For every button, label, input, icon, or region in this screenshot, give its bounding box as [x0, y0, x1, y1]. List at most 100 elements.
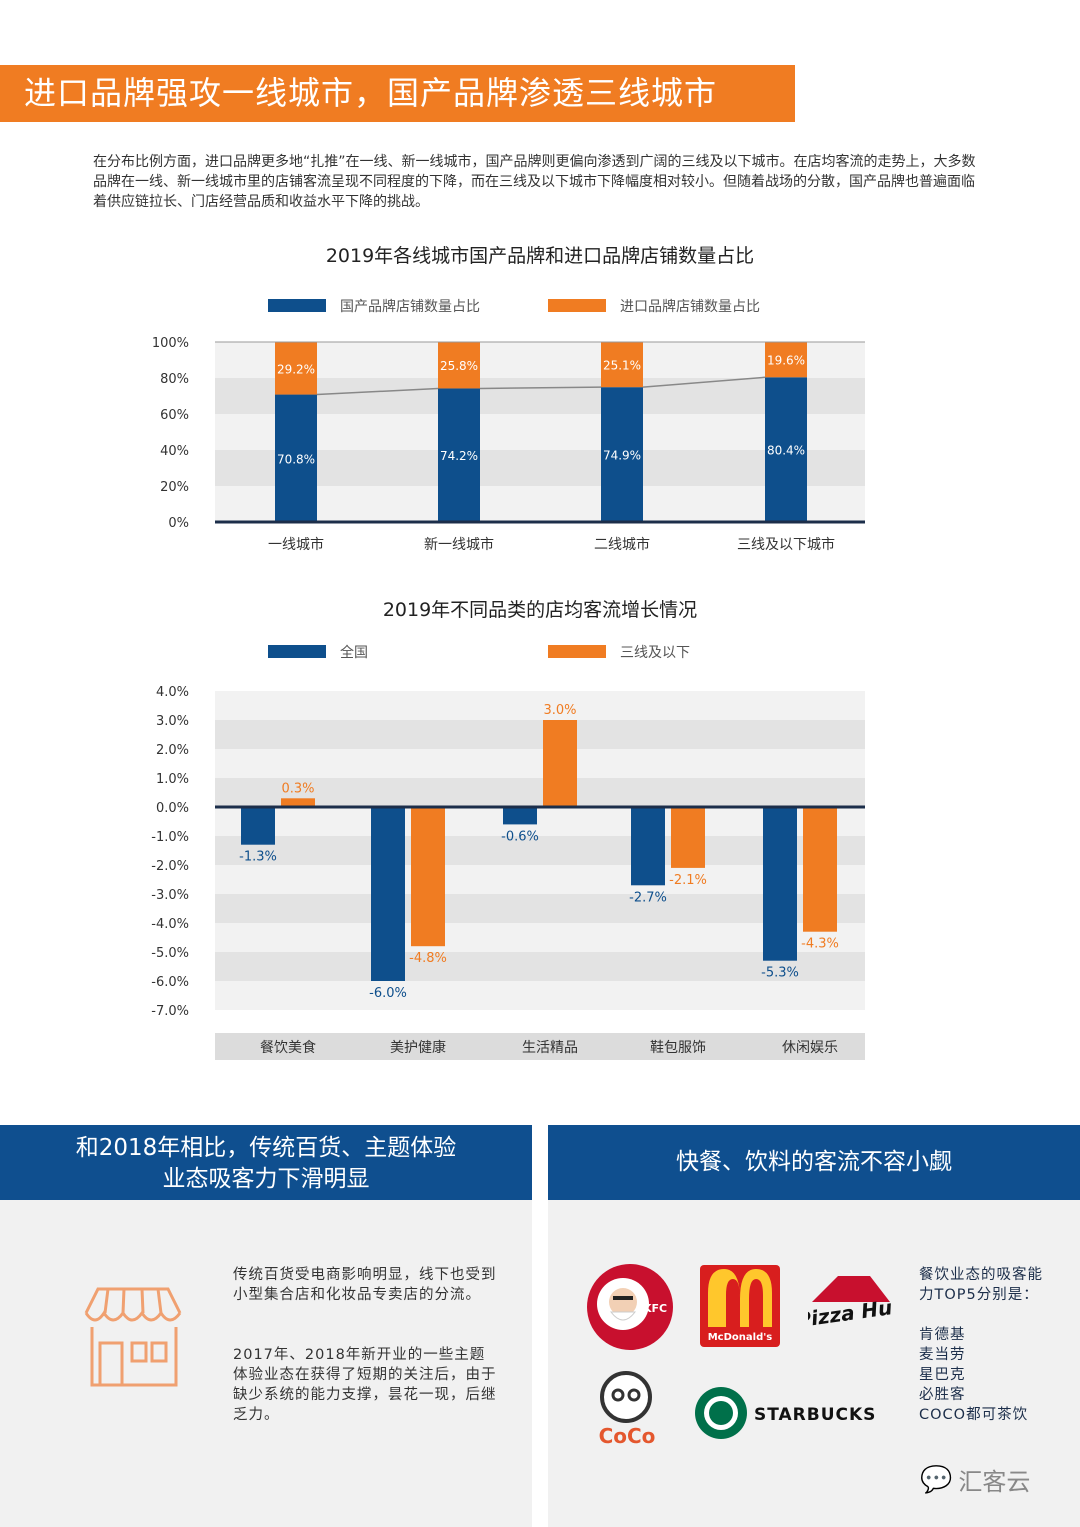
wechat-watermark: 💬 汇客云	[920, 1462, 1030, 1497]
grid-band	[215, 450, 865, 486]
x-category-label: 新一线城市	[424, 536, 494, 553]
grid-band	[215, 952, 865, 981]
data-label-import: 19.6%	[767, 354, 805, 368]
trend-line-segment	[642, 376, 766, 388]
x-category-label: 生活精品	[522, 1040, 578, 1056]
grid-band	[215, 894, 865, 923]
coco-logo-text: CoCo	[599, 1424, 656, 1447]
data-label-tier3: -4.3%	[801, 937, 839, 952]
chart1-legend-domestic: 国产品牌店铺数量占比	[340, 299, 480, 315]
bar-domestic	[601, 387, 643, 522]
grid-band	[215, 807, 865, 836]
chart1-legend-import: 进口品牌店铺数量占比	[620, 299, 760, 315]
grid-band	[215, 486, 865, 522]
chart2-legend-national: 全国	[340, 645, 368, 661]
y-tick-label: -6.0%	[151, 975, 189, 990]
mcdonalds-logo: McDonald's	[700, 1265, 780, 1347]
chart2-legend-swatch-national	[268, 645, 326, 658]
bar-national	[371, 807, 405, 981]
y-tick-label: 0.0%	[156, 801, 189, 816]
kfc-logo: KFC	[587, 1264, 673, 1350]
kfc-logo-text: KFC	[643, 1302, 667, 1315]
bar-import	[275, 342, 317, 395]
top5-item: 麦当劳	[919, 1347, 966, 1363]
data-label-domestic: 74.2%	[440, 449, 478, 463]
grid-band	[215, 981, 865, 1010]
y-tick-label: 40%	[160, 444, 189, 459]
bar-national	[241, 807, 275, 845]
x-category-label: 三线及以下城市	[737, 536, 835, 553]
grid-band	[215, 836, 865, 865]
data-label-national: -1.3%	[239, 850, 277, 865]
x-category-label: 二线城市	[594, 536, 650, 553]
data-label-national: -5.3%	[761, 966, 799, 981]
bar-national	[503, 807, 537, 825]
y-tick-label: 80%	[160, 372, 189, 387]
y-tick-label: 2.0%	[156, 743, 189, 758]
bar-national	[763, 807, 797, 961]
top5-item: COCO都可茶饮	[919, 1407, 1029, 1423]
top5-list: 肯德基 麦当劳 星巴克 必胜客 COCO都可茶饮	[919, 1325, 1028, 1425]
bar-national	[631, 807, 665, 886]
y-tick-label: -3.0%	[151, 888, 189, 903]
chart1-title: 2019年各线城市国产品牌和进口品牌店铺数量占比	[325, 245, 755, 267]
data-label-national: -2.7%	[629, 890, 667, 905]
y-tick-label: 3.0%	[156, 714, 189, 729]
bar-domestic	[765, 377, 807, 522]
data-label-tier3: -4.8%	[409, 951, 447, 966]
left-paragraph-1: 传统百货受电商影响明显，线下也受到小型集合店和化妆品专卖店的分流。	[233, 1267, 497, 1303]
data-label-national: -6.0%	[369, 986, 407, 1001]
grid-band	[215, 923, 865, 952]
trend-line-segment	[316, 387, 439, 396]
y-tick-label: 4.0%	[156, 685, 189, 700]
coco-logo: CoCo	[599, 1371, 656, 1447]
data-label-import: 29.2%	[277, 362, 315, 376]
top5-item: 肯德基	[919, 1327, 966, 1343]
chart1: 100% 80% 60% 40% 20% 0% 70.8% 29.2% 一线城市 74.2% 25.…	[152, 336, 865, 553]
data-label-tier3: -2.1%	[669, 873, 707, 888]
bar-import	[765, 342, 807, 378]
left-section-heading: 和2018年相比，传统百货、主题体验 业态吸客力下滑明显	[0, 1125, 532, 1200]
pizza-hut-logo: Pizza Hut	[808, 1276, 892, 1332]
chart1-legend-swatch-import	[548, 299, 606, 312]
y-tick-label: 1.0%	[156, 772, 189, 787]
grid-band	[215, 414, 865, 450]
x-category-label: 美护健康	[390, 1039, 446, 1056]
data-label-domestic: 70.8%	[277, 452, 315, 466]
data-label-domestic: 74.9%	[603, 449, 641, 463]
bar-tier3	[543, 720, 577, 807]
trend-line-segment	[479, 386, 602, 390]
top5-item: 星巴克	[919, 1367, 966, 1383]
grid-band	[215, 342, 865, 378]
svg-text:STARBUCKS: STARBUCKS	[754, 1405, 876, 1425]
x-category-label: 鞋包服饰	[650, 1040, 706, 1056]
x-category-label: 休闲娱乐	[782, 1040, 838, 1056]
data-label-import: 25.1%	[603, 359, 641, 373]
grid-band	[215, 378, 865, 414]
y-tick-label: -7.0%	[151, 1004, 189, 1019]
y-tick-label: 100%	[152, 336, 189, 351]
bar-tier3	[803, 807, 837, 932]
y-tick-label: 20%	[160, 480, 189, 495]
page-title: 进口品牌强攻一线城市，国产品牌渗透三线城市	[0, 65, 795, 122]
grid-band	[215, 691, 865, 720]
left-heading-line1: 和2018年相比，传统百货、主题体验	[75, 1135, 457, 1161]
chart2-title: 2019年不同品类的店均客流增长情况	[382, 599, 698, 621]
intro-paragraph: 在分布比例方面，进口品牌更多地“扎推”在一线、新一线城市，国产品牌则更偏向渗透到…	[93, 154, 976, 210]
y-tick-label: -2.0%	[151, 859, 189, 874]
data-label-national: -0.6%	[501, 829, 539, 844]
data-label-tier3: 0.3%	[281, 781, 314, 796]
chart1-legend-swatch-domestic	[268, 299, 326, 312]
wechat-icon: 💬	[920, 1464, 953, 1495]
grid-band	[215, 778, 865, 807]
x-category-label: 餐饮美食	[260, 1039, 316, 1056]
mcdonalds-logo-text: McDonald's	[708, 1332, 773, 1343]
data-label-tier3: 3.0%	[543, 703, 576, 718]
grid-band	[215, 865, 865, 894]
data-label-domestic: 80.4%	[767, 444, 805, 458]
left-paragraph-2: 2017年、2018年新开业的一些主题体验业态在获得了短期的关注后，由于缺少系统…	[233, 1347, 497, 1423]
y-tick-label: 60%	[160, 408, 189, 423]
storefront-icon	[84, 1287, 182, 1387]
bar-import	[438, 342, 480, 389]
chart2-legend-tier3: 三线及以下	[620, 645, 690, 661]
